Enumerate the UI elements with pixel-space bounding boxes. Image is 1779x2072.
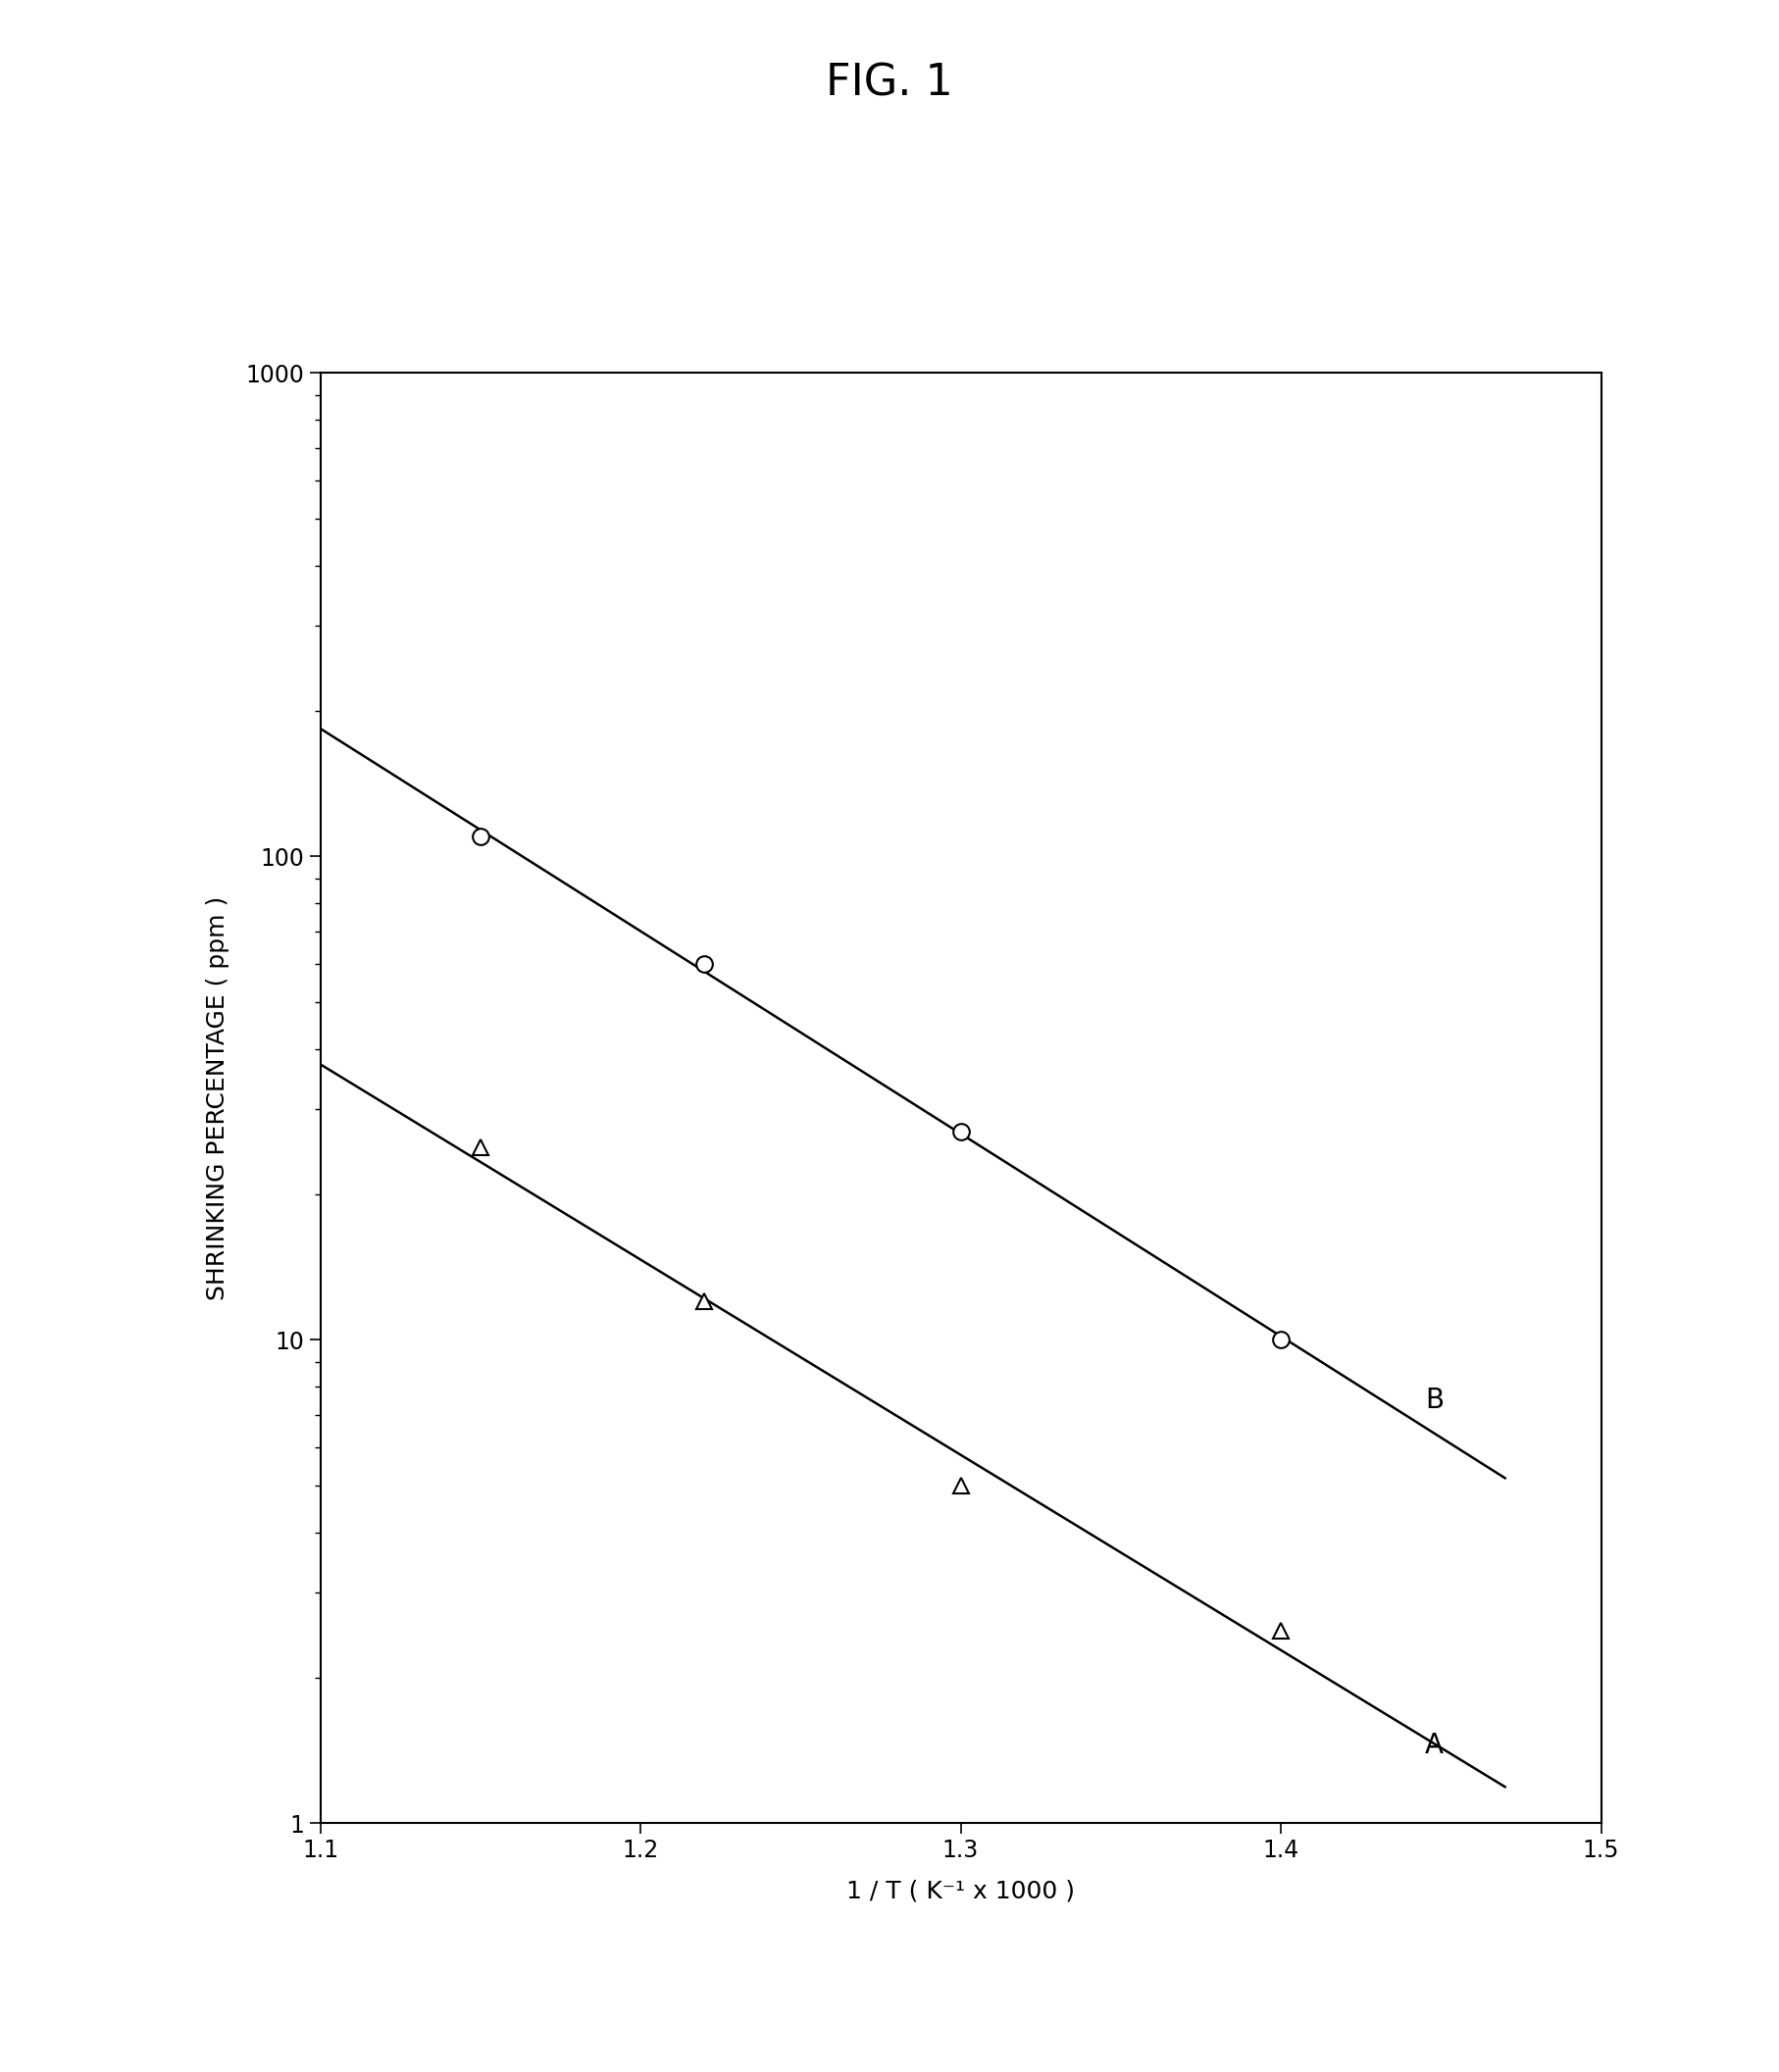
- Text: A: A: [1425, 1732, 1443, 1759]
- X-axis label: 1 / T ( K⁻¹ x 1000 ): 1 / T ( K⁻¹ x 1000 ): [847, 1879, 1075, 1902]
- Y-axis label: SHRINKING PERCENTAGE ( ppm ): SHRINKING PERCENTAGE ( ppm ): [206, 895, 229, 1301]
- Text: FIG. 1: FIG. 1: [825, 62, 954, 104]
- Text: B: B: [1425, 1386, 1445, 1413]
